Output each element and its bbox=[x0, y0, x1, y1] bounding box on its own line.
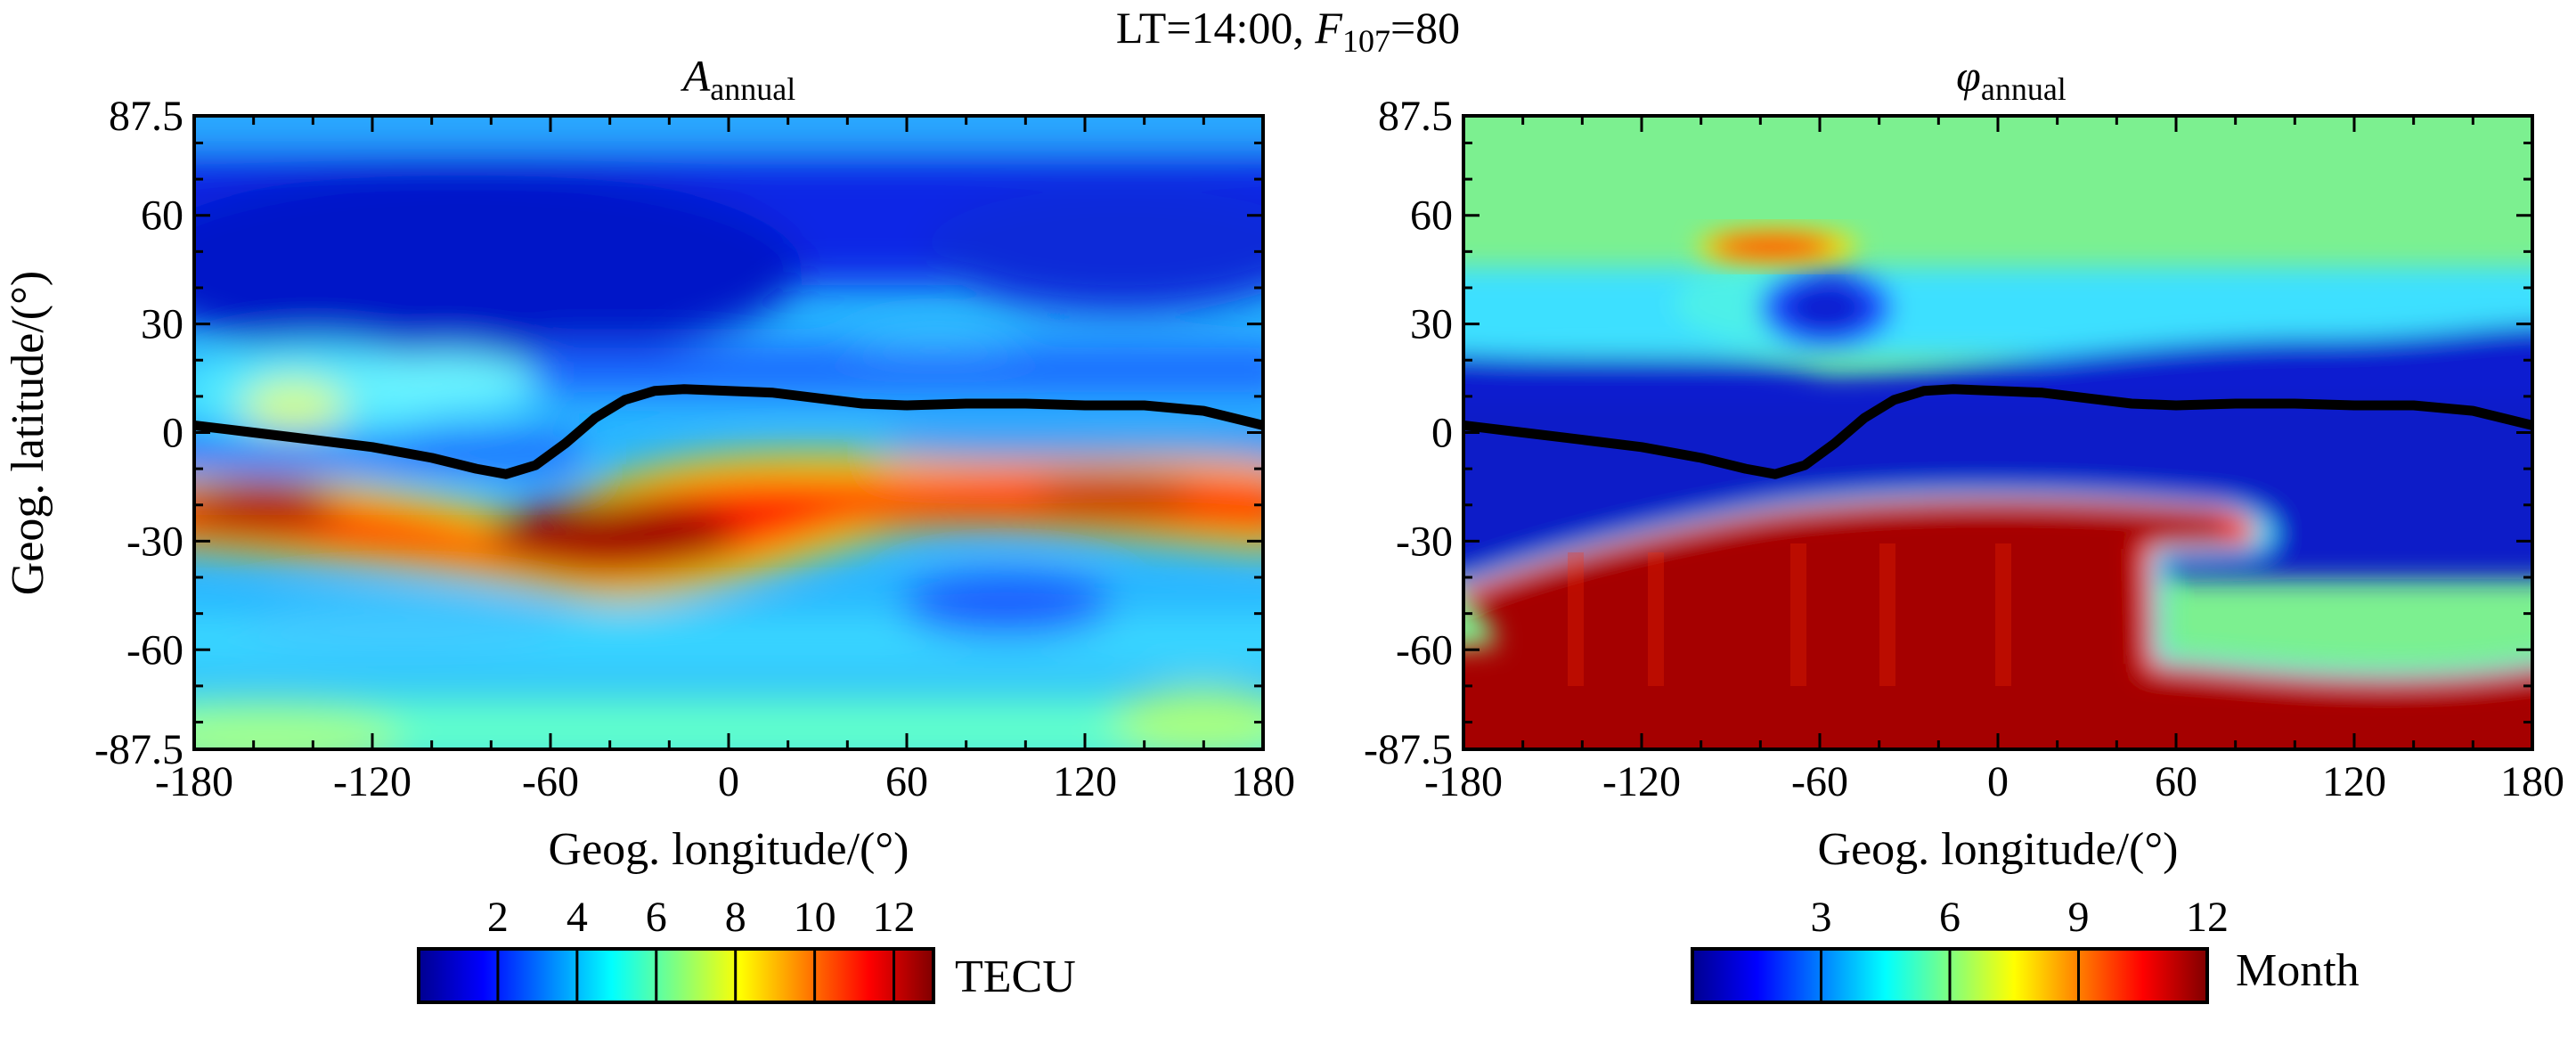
panel-phase: φannual bbox=[1364, 51, 2564, 1004]
amplitude-y-tick-labels: 87.5 60 30 0 -30 -60 -87.5 bbox=[94, 93, 183, 773]
phase-y-tick-labels: 87.5 60 30 0 -30 -60 -87.5 bbox=[1364, 93, 1453, 773]
phase-y-tick-label: -30 bbox=[1396, 518, 1453, 565]
amplitude-x-tick-label: -60 bbox=[522, 758, 579, 805]
figure-title-prefix: LT=14:00, bbox=[1116, 3, 1316, 53]
panel-phase-title: φannual bbox=[1956, 51, 2067, 107]
amplitude-colorbar-tick-label: 10 bbox=[794, 894, 836, 941]
amplitude-heatmap bbox=[194, 116, 1263, 749]
phase-y-tick-label: -87.5 bbox=[1364, 726, 1453, 773]
amplitude-y-tick-label: 30 bbox=[141, 301, 183, 348]
phase-colorbar-tick-label: 12 bbox=[2186, 894, 2229, 941]
phase-y-tick-label: 30 bbox=[1410, 301, 1453, 348]
phase-y-tick-label: 60 bbox=[1410, 192, 1453, 240]
phase-ticks bbox=[1462, 114, 2534, 751]
amplitude-colorbar-unit: TECU bbox=[955, 952, 1076, 1002]
phase-y-tick-label: 0 bbox=[1431, 410, 1453, 457]
amplitude-colorbar-tick-label: 4 bbox=[567, 894, 588, 941]
phase-x-tick-label: 0 bbox=[1987, 758, 2009, 805]
figure-title-f: F bbox=[1314, 3, 1342, 53]
amplitude-ylabel: Geog. latitude/(°) bbox=[3, 271, 53, 595]
figure-title: LT=14:00, F107=80 bbox=[1116, 3, 1460, 59]
panel-amplitude: Aannual bbox=[3, 51, 1295, 1004]
phase-colorbar-tick-label: 9 bbox=[2068, 894, 2090, 941]
amplitude-x-tick-label: 0 bbox=[718, 758, 739, 805]
phase-x-tick-label: -180 bbox=[1424, 758, 1503, 805]
phase-y-tick-label: -60 bbox=[1396, 626, 1453, 674]
amplitude-x-tick-label: 180 bbox=[1231, 758, 1295, 805]
amplitude-x-tick-label: -120 bbox=[333, 758, 412, 805]
amplitude-colorbar-tick-label: 2 bbox=[487, 894, 509, 941]
phase-colorbar-tick-label: 3 bbox=[1811, 894, 1832, 941]
amplitude-ticks bbox=[192, 114, 1265, 751]
phase-heatmap bbox=[1463, 116, 2532, 749]
phase-y-tick-label: 87.5 bbox=[1378, 93, 1453, 140]
phase-x-tick-label: -120 bbox=[1602, 758, 1681, 805]
amplitude-x-tick-label: 120 bbox=[1053, 758, 1117, 805]
magnetic-equator-line bbox=[194, 384, 1263, 479]
figure-title-sub: 107 bbox=[1342, 23, 1390, 59]
phase-colorbar-unit: Month bbox=[2236, 945, 2360, 996]
amplitude-colorbar: 2 4 6 8 10 12 TECU bbox=[417, 894, 1076, 1004]
amplitude-y-tick-label: -60 bbox=[126, 626, 183, 674]
phase-x-tick-label: -60 bbox=[1791, 758, 1848, 805]
figure-title-suffix: =80 bbox=[1390, 3, 1460, 53]
amplitude-y-tick-label: -87.5 bbox=[94, 726, 183, 773]
amplitude-x-tick-label: -180 bbox=[155, 758, 233, 805]
amplitude-colorbar-tick-label: 6 bbox=[646, 894, 667, 941]
phase-colorbar: 3 6 9 12 Month bbox=[1691, 894, 2360, 1004]
amplitude-colorbar-tick-label: 12 bbox=[873, 894, 916, 941]
amplitude-y-tick-label: 87.5 bbox=[109, 93, 183, 140]
phase-x-tick-label: 120 bbox=[2322, 758, 2386, 805]
phase-x-tick-label: 180 bbox=[2500, 758, 2564, 805]
phase-colorbar-tick-label: 6 bbox=[1939, 894, 1961, 941]
amplitude-xlabel: Geog. longitude/(°) bbox=[549, 824, 909, 875]
amplitude-y-tick-label: 60 bbox=[141, 192, 183, 240]
amplitude-colorbar-tick-label: 8 bbox=[725, 894, 746, 941]
amplitude-y-tick-label: -30 bbox=[126, 518, 183, 565]
panel-amplitude-title: Aannual bbox=[681, 51, 796, 107]
amplitude-colorbar-gradient bbox=[417, 947, 935, 1004]
phase-x-tick-labels: -180 -120 -60 0 60 120 180 bbox=[1424, 758, 2564, 805]
amplitude-x-tick-label: 60 bbox=[885, 758, 928, 805]
magnetic-equator-line bbox=[1463, 384, 2532, 479]
amplitude-y-tick-label: 0 bbox=[162, 410, 183, 457]
phase-xlabel: Geog. longitude/(°) bbox=[1818, 824, 2179, 875]
amplitude-x-tick-labels: -180 -120 -60 0 60 120 180 bbox=[155, 758, 1295, 805]
phase-x-tick-label: 60 bbox=[2155, 758, 2197, 805]
